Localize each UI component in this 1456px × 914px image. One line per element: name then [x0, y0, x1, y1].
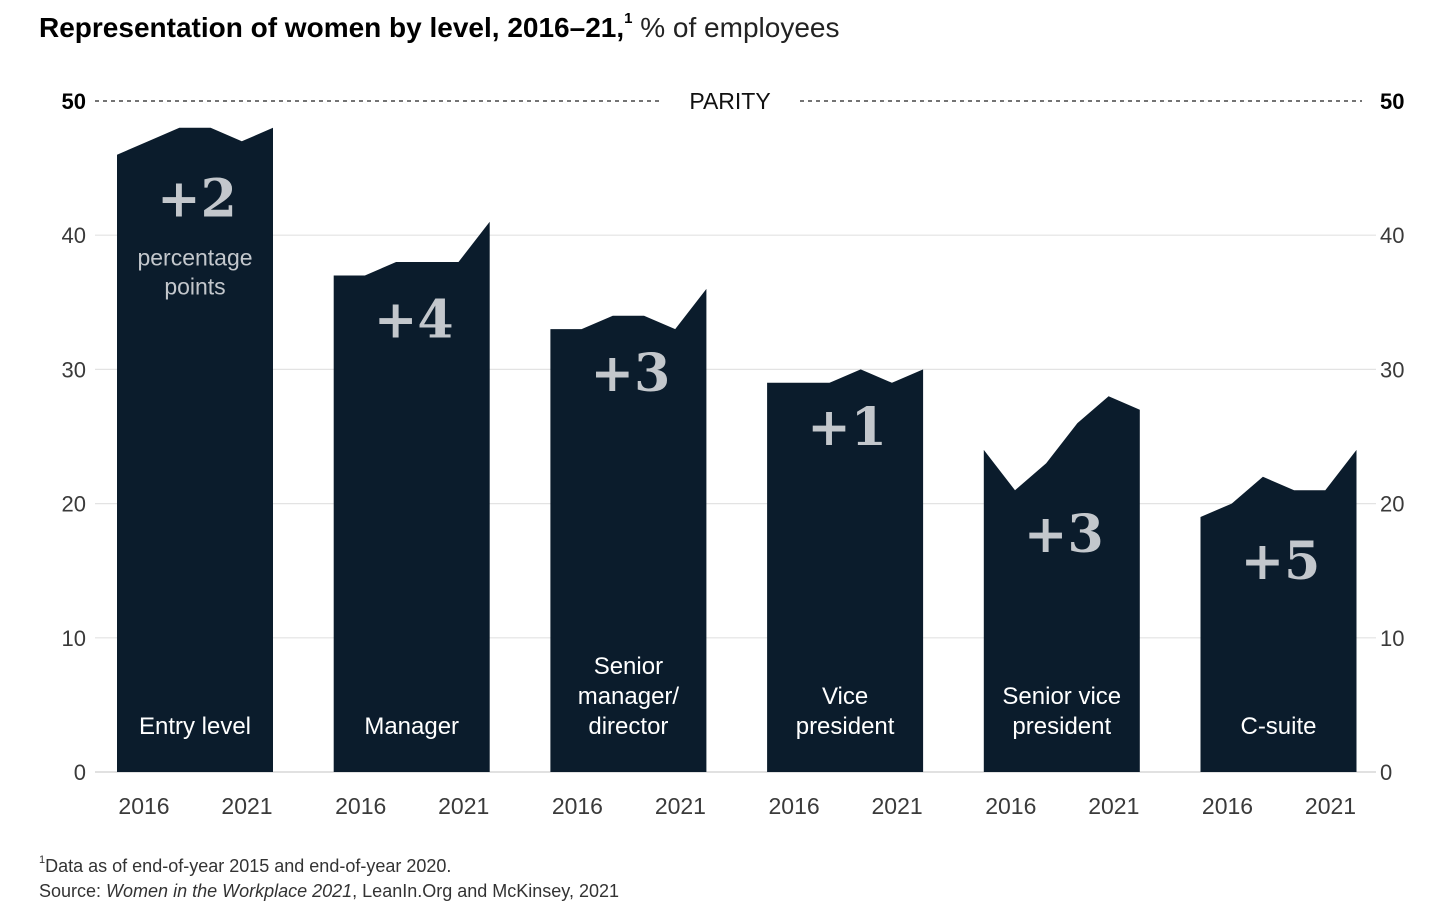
x-tick-label: 2016 [769, 793, 820, 819]
y-tick-label-left: 0 [74, 760, 86, 785]
area-senior-vice-president [983, 396, 1140, 772]
footnote-note: Data as of end-of-year 2015 and end-of-y… [45, 856, 452, 876]
category-label: manager/ [578, 683, 680, 710]
category-label: director [588, 713, 668, 740]
change-label: +2 [157, 169, 237, 230]
x-tick-label: 2021 [438, 793, 489, 819]
area-entry-level [117, 127, 273, 773]
y-tick-label-right: 30 [1380, 357, 1404, 382]
x-tick-label: 2021 [221, 793, 272, 819]
y-tick-label-right: 20 [1380, 492, 1404, 517]
category-label: Senior [594, 653, 663, 680]
x-tick-label: 2016 [118, 793, 169, 819]
title-main: Representation of women by level, 2016–2… [39, 12, 625, 43]
chart-title: Representation of women by level, 2016–2… [39, 9, 840, 44]
x-tick-label: 2021 [1305, 793, 1356, 819]
chart-area: 0 0 10 10 20 20 30 30 40 40 50 50 2016 2021 2016 2021 20… [62, 88, 1405, 819]
y-tick-label-left: 40 [62, 223, 86, 248]
source-rest: , LeanIn.Org and McKinsey, 2021 [352, 881, 619, 901]
y-tick-label-right: 10 [1380, 626, 1404, 651]
y-tick-label-right: 50 [1380, 89, 1404, 114]
change-note: percentage [137, 245, 252, 271]
y-axes: 0 0 10 10 20 20 30 30 40 40 50 50 2016 2021 2016 2021 20… [62, 89, 1405, 819]
category-label: Senior vice [1002, 683, 1121, 710]
change-label: +3 [591, 343, 671, 404]
change-label: +1 [807, 397, 887, 458]
category-label: Vice [822, 683, 868, 710]
footnote-source-line: Source: Women in the Workplace 2021, Lea… [39, 879, 619, 904]
x-tick-label: 2016 [335, 793, 386, 819]
y-tick-label-left: 20 [62, 492, 86, 517]
area-senior-manager-director [550, 288, 707, 772]
footnote-block: 1Data as of end-of-year 2015 and end-of-… [39, 850, 619, 904]
title-footnote-marker: 1 [624, 9, 633, 27]
area-c-suite [1200, 449, 1357, 772]
x-tick-label: 2016 [985, 793, 1036, 819]
title-unit: % of employees [640, 12, 840, 43]
source-prefix: Source: [39, 881, 107, 901]
y-tick-label-left: 30 [62, 357, 86, 382]
x-tick-label: 2021 [872, 793, 923, 819]
plot-labels: PARITY +2 percentage points Entry level +4 Man… [137, 88, 1320, 740]
y-tick-label-right: 0 [1380, 760, 1392, 785]
footnote-marker: 1 [39, 854, 46, 866]
y-tick-label-left: 50 [62, 89, 86, 114]
plot-areas [117, 127, 1357, 773]
x-tick-label: 2021 [655, 793, 706, 819]
area-vice-president [767, 369, 924, 772]
x-tick-label: 2016 [552, 793, 603, 819]
y-tick-label-right: 40 [1380, 223, 1404, 248]
category-label: president [1012, 713, 1111, 740]
category-label: president [796, 713, 895, 740]
category-label: Manager [364, 713, 459, 740]
change-note: points [164, 274, 225, 300]
y-tick-label-left: 10 [62, 626, 86, 651]
source-title: Women in the Workplace 2021 [106, 881, 353, 901]
parity-label: PARITY [689, 88, 770, 114]
change-label: +4 [374, 289, 454, 350]
change-label: +3 [1024, 504, 1104, 565]
category-label: Entry level [139, 713, 251, 740]
footnote-note-line: 1Data as of end-of-year 2015 and end-of-… [39, 850, 619, 879]
x-tick-label: 2021 [1088, 793, 1139, 819]
category-label: C-suite [1240, 713, 1316, 740]
area-manager [333, 221, 490, 773]
gridlines [95, 100, 1376, 773]
x-tick-label: 2016 [1202, 793, 1253, 819]
change-label: +5 [1241, 531, 1321, 592]
